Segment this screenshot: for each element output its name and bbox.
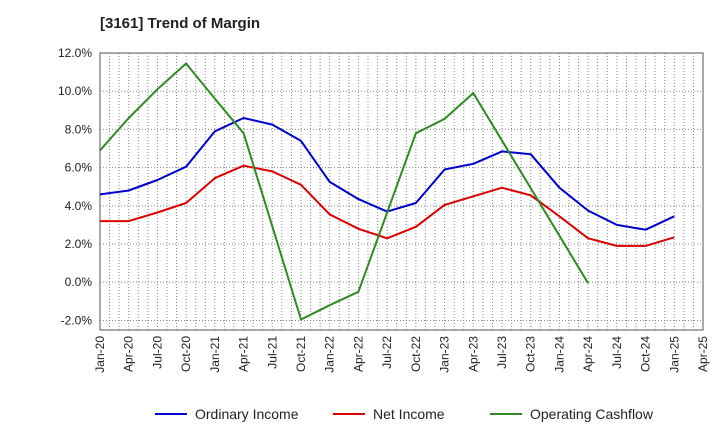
grid (100, 53, 703, 330)
x-tick-label: Jan-24 (552, 336, 566, 373)
y-tick-label: 10.0% (58, 84, 92, 98)
plot-area-border (99, 52, 704, 331)
x-tick-label: Jul-24 (610, 336, 624, 369)
y-tick-label: 0.0% (65, 275, 93, 289)
x-tick-label: Oct-22 (409, 336, 423, 372)
x-tick-label: Apr-20 (122, 336, 136, 372)
x-tick-label: Jul-23 (495, 336, 509, 369)
x-tick-label: Oct-23 (524, 336, 538, 372)
y-tick-label: 2.0% (65, 237, 93, 251)
x-tick-label: Jul-22 (380, 336, 394, 369)
chart-title: [3161] Trend of Margin (100, 15, 261, 32)
legend-label: Net Income (373, 406, 445, 422)
series-line-operating-cashflow (99, 62, 589, 321)
legend-label: Ordinary Income (195, 406, 299, 422)
x-tick-label: Jan-20 (93, 336, 107, 373)
x-tick-label: Jul-21 (265, 336, 279, 369)
x-tick-label: Oct-20 (179, 336, 193, 372)
legend: Ordinary Income Net Income Operating Cashf… (155, 406, 654, 422)
series-line-net-income (100, 164, 675, 247)
x-tick-label: Oct-21 (294, 336, 308, 372)
y-tick-label: 6.0% (65, 161, 93, 175)
y-axis: 12.0% 10.0% 8.0% 6.0% 4.0% 2.0% 0.0% -2.0% (58, 46, 92, 327)
x-tick-label: Jul-20 (150, 336, 164, 369)
y-tick-label: 8.0% (65, 122, 93, 136)
x-tick-label: Jan-25 (667, 336, 681, 373)
x-tick-label: Apr-24 (581, 336, 595, 372)
x-tick-label: Apr-25 (696, 336, 710, 372)
x-tick-label: Jan-21 (208, 336, 222, 373)
x-tick-label: Apr-22 (351, 336, 365, 372)
x-axis: Jan-20 Apr-20 Jul-20 Oct-20 Jan-21 Apr-21 Jul-… (93, 336, 710, 373)
x-tick-label: Apr-21 (237, 336, 251, 372)
y-tick-label: 4.0% (65, 199, 93, 213)
series-lines (99, 62, 675, 321)
x-tick-label: Jan-22 (323, 336, 337, 373)
legend-label: Operating Cashflow (530, 406, 654, 422)
x-tick-label: Apr-23 (466, 336, 480, 372)
y-tick-label: -2.0% (61, 313, 93, 327)
x-tick-label: Oct-24 (639, 336, 653, 372)
x-tick-label: Jan-23 (438, 336, 452, 373)
y-tick-label: 12.0% (58, 46, 92, 60)
